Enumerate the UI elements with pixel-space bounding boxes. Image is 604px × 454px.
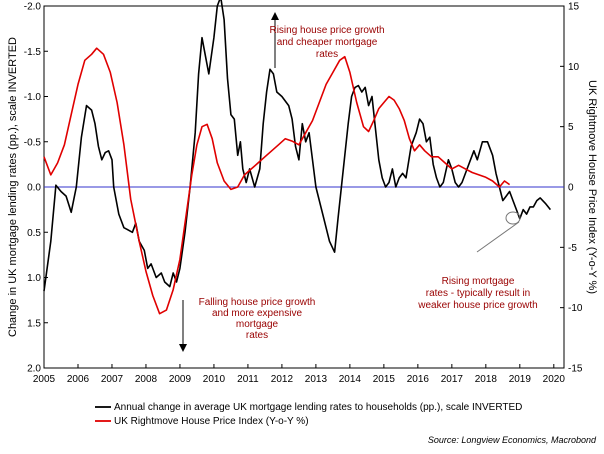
x-tick-label: 2016: [407, 374, 430, 385]
legend-label-black: Annual change in average UK mortgage len…: [114, 402, 522, 413]
left-tick-label: -0.5: [24, 137, 42, 148]
x-tick-label: 2014: [339, 374, 362, 385]
source-note: Source: Longview Economics, Macrobond: [428, 435, 597, 445]
right-tick-label: -15: [568, 364, 583, 375]
right-tick-label: -10: [568, 303, 583, 314]
right-axis-title: UK Rightmove House Price Index (Y-o-Y %): [586, 80, 598, 294]
left-tick-label: 0.0: [27, 183, 41, 194]
right-tick-label: 15: [568, 2, 580, 13]
left-tick-label: -2.0: [24, 2, 42, 13]
series-group: [43, 0, 552, 315]
annotation-text: Rising house price growth and cheaper mor…: [269, 25, 384, 60]
annotation-text: Rising mortgage rates - typically result …: [417, 276, 538, 311]
x-tick-label: 2009: [169, 374, 192, 385]
annotation-text: Falling house price growth and more expen…: [199, 297, 316, 341]
annotations: Rising house price growth and cheaper mor…: [199, 25, 538, 341]
legend-label-red: UK Rightmove House Price Index (Y-o-Y %): [114, 416, 309, 427]
x-tick-label: 2007: [101, 374, 124, 385]
x-tick-label: 2012: [271, 374, 294, 385]
left-tick-label: -1.5: [24, 47, 42, 58]
left-tick-label: 2.0: [27, 364, 41, 375]
callout-line: [476, 221, 520, 253]
series-house-price-line: [43, 47, 511, 315]
x-tick-label: 2010: [203, 374, 226, 385]
right-axis: 15 10 5 0 -5 -10 -15: [560, 2, 583, 375]
x-tick-label: 2011: [237, 374, 259, 385]
left-tick-label: -1.0: [24, 92, 42, 103]
right-tick-label: -5: [568, 243, 577, 254]
left-tick-label: 1.0: [27, 273, 41, 284]
x-tick-label: 2019: [509, 374, 532, 385]
x-tick-label: 2018: [475, 374, 498, 385]
highlight-circle: [505, 211, 521, 225]
x-axis: 2005 2006 2007 2008 2009 2010 2011 2012 2013 2014…: [33, 364, 565, 385]
right-tick-label: 10: [568, 62, 580, 73]
x-tick-label: 2013: [305, 374, 328, 385]
x-tick-label: 2006: [67, 374, 90, 385]
down-arrow-icon: [179, 344, 187, 352]
up-arrow-icon: [271, 12, 279, 20]
left-tick-label: 1.5: [27, 318, 41, 329]
x-tick-label: 2008: [135, 374, 158, 385]
x-tick-label: 2020: [543, 374, 566, 385]
right-tick-label: 5: [568, 122, 574, 133]
left-axis-title: Change in UK mortgage lending rates (pp.…: [7, 37, 19, 337]
left-tick-label: 0.5: [27, 228, 41, 239]
left-axis: -2.0 -1.5 -1.0 -0.5 0.0 0.5 1.0 1.5 2.0: [24, 2, 48, 375]
x-tick-label: 2005: [33, 374, 56, 385]
right-tick-label: 0: [568, 183, 574, 194]
x-tick-label: 2017: [441, 374, 464, 385]
x-tick-label: 2015: [373, 374, 396, 385]
